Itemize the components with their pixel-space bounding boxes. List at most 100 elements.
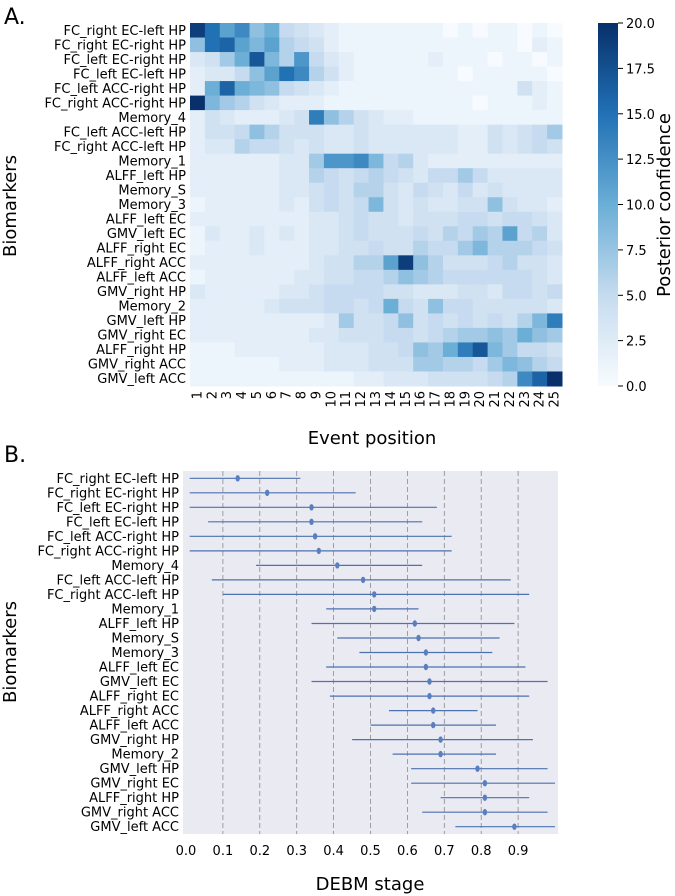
- heatmap-cell: [398, 168, 414, 184]
- heatmap-cell: [487, 37, 503, 53]
- heatmap-cell: [234, 23, 251, 39]
- heatmap-cell: [190, 197, 206, 213]
- heatmap-cell: [219, 66, 236, 82]
- heatmap-cell: [428, 211, 444, 227]
- heatmap-cell: [442, 327, 459, 343]
- heatmap-cell: [338, 298, 355, 314]
- heatmap-cell: [204, 23, 221, 39]
- stage-xtick-label: 0.6: [397, 844, 418, 859]
- stage-xlabel: DEBM stage: [316, 874, 425, 895]
- heatmap-cell: [309, 168, 325, 184]
- heatmap-cell: [219, 81, 236, 97]
- heatmap-cell: [457, 342, 474, 358]
- heatmap-cell: [413, 342, 429, 358]
- stage-point: [482, 794, 488, 801]
- heatmap-cell: [264, 182, 280, 198]
- heatmap-cell: [264, 81, 280, 97]
- heatmap-cell: [338, 226, 355, 242]
- stage-ytick-label: FC_right EC-left HP: [56, 472, 179, 487]
- stage-ytick-label: Memory_2: [111, 748, 179, 763]
- heatmap-cell: [323, 23, 340, 39]
- heatmap-cell: [487, 168, 503, 184]
- heatmap-ytick-label: ALFF_left ACC: [96, 271, 186, 286]
- heatmap-cell: [398, 37, 414, 53]
- heatmap-cell: [368, 313, 384, 329]
- heatmap-cell: [323, 313, 340, 329]
- heatmap-cell: [338, 168, 355, 184]
- heatmap-cell: [457, 371, 474, 387]
- heatmap-cell: [219, 226, 236, 242]
- stage-ytick-label: FC_left ACC-left HP: [56, 573, 179, 588]
- heatmap-cell: [517, 298, 533, 314]
- heatmap-cell: [249, 182, 265, 198]
- heatmap-cell: [517, 211, 533, 227]
- heatmap-cell: [323, 95, 340, 111]
- heatmap-cell: [428, 182, 444, 198]
- heatmap-cell: [219, 23, 236, 39]
- heatmap-cell: [368, 371, 384, 387]
- heatmap-cell: [279, 342, 295, 358]
- heatmap-cell: [532, 153, 548, 169]
- heatmap-ytick-label: GMV_right HP: [97, 285, 186, 300]
- heatmap-cell: [398, 211, 414, 227]
- heatmap-cell: [249, 95, 265, 111]
- heatmap-cell: [279, 168, 295, 184]
- heatmap-cell: [219, 284, 236, 300]
- heatmap-cell: [368, 182, 384, 198]
- heatmap-cell: [204, 255, 221, 271]
- heatmap-cell: [279, 226, 295, 242]
- heatmap-cell: [323, 153, 340, 169]
- heatmap-cell: [413, 81, 429, 97]
- heatmap-xtick-label: 9: [310, 391, 325, 399]
- stage-plot-gridlines: [222, 471, 519, 834]
- heatmap-cell: [487, 371, 503, 387]
- heatmap-cell: [219, 110, 236, 126]
- heatmap-cell: [487, 124, 503, 140]
- heatmap-cell: [457, 313, 474, 329]
- heatmap-cell: [502, 52, 518, 68]
- stage-ytick-label: FC_left EC-right HP: [56, 501, 179, 516]
- heatmap-cell: [383, 153, 399, 169]
- heatmap-cell: [487, 66, 503, 82]
- heatmap-cell: [249, 110, 265, 126]
- heatmap-cell: [413, 52, 429, 68]
- heatmap-cell: [442, 66, 459, 82]
- heatmap-cell: [264, 110, 280, 126]
- heatmap-cell: [517, 110, 533, 126]
- heatmap-cell: [264, 313, 280, 329]
- heatmap-cell: [502, 269, 518, 285]
- heatmap-cell: [472, 327, 489, 343]
- heatmap-cell: [442, 240, 459, 256]
- heatmap-cell: [398, 182, 414, 198]
- heatmap-cell: [502, 197, 518, 213]
- heatmap-cell: [219, 124, 236, 140]
- heatmap-cell: [368, 226, 384, 242]
- stage-point: [438, 736, 443, 743]
- heatmap-xtick-label: 20: [473, 391, 488, 408]
- stage-ytick-label: GMV_right EC: [90, 777, 179, 792]
- heatmap-cell: [264, 37, 280, 53]
- heatmap-cell: [190, 371, 206, 387]
- stage-ytick-label: ALFF_left HP: [99, 617, 180, 632]
- heatmap-cell: [190, 211, 206, 227]
- heatmap-cell: [219, 298, 236, 314]
- heatmap-cell: [204, 211, 221, 227]
- heatmap-cell: [219, 269, 236, 285]
- heatmap-cell: [413, 23, 429, 39]
- stage-xtick-label: 0.7: [434, 844, 455, 859]
- heatmap-cell: [309, 153, 325, 169]
- heatmap-cell: [264, 124, 280, 140]
- heatmap-cell: [204, 269, 221, 285]
- heatmap-xtick-label: 19: [458, 391, 473, 408]
- heatmap-cell: [487, 356, 503, 372]
- heatmap-cell: [190, 95, 206, 111]
- stage-ytick-label: ALFF_left EC: [99, 661, 179, 676]
- heatmap-cell: [294, 342, 310, 358]
- heatmap-cell: [279, 298, 295, 314]
- heatmap-cell: [532, 269, 548, 285]
- heatmap-cell: [353, 298, 370, 314]
- heatmap-cell: [219, 327, 236, 343]
- heatmap-cell: [472, 255, 489, 271]
- heatmap-cell: [532, 211, 548, 227]
- heatmap-cell: [383, 124, 399, 140]
